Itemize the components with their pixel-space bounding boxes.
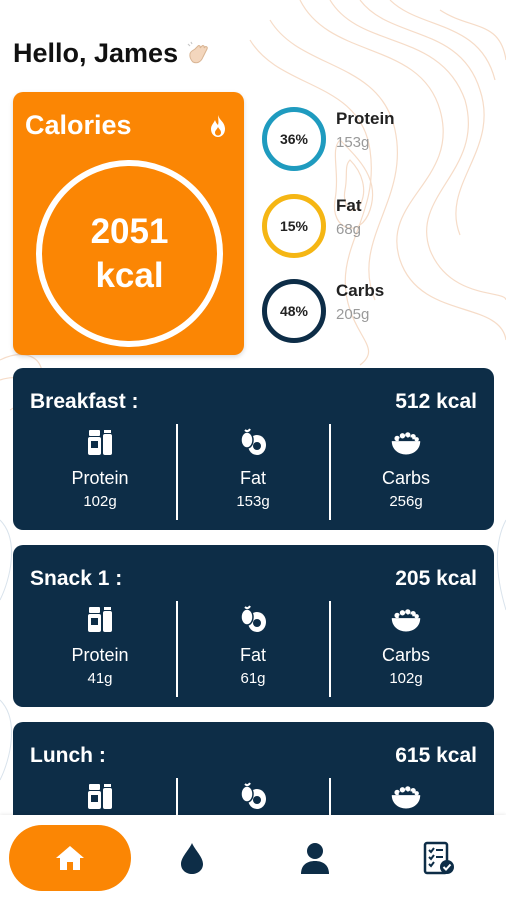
meal-title: Breakfast : <box>30 390 139 413</box>
meal-card-snack-1[interactable]: Snack 1 : 205 kcal Protein 41g Fat 61g <box>13 545 494 707</box>
carbs-label: Carbs <box>381 645 430 665</box>
meal-title: Snack 1 : <box>30 567 123 590</box>
carbs-value: 256g <box>389 493 423 510</box>
macro-protein: 36% Protein 153g <box>262 107 492 171</box>
nav-profile-button[interactable] <box>290 833 340 883</box>
nav-checklist-button[interactable] <box>413 833 463 883</box>
avocado-icon <box>240 428 266 455</box>
greeting: Hello, James <box>13 38 212 69</box>
fat-value: 153g <box>236 493 270 510</box>
fat-amount: 68g <box>336 221 362 238</box>
calories-card[interactable]: Calories 2051 kcal <box>13 92 244 355</box>
carbs-amount: 205g <box>336 306 370 323</box>
calories-unit: kcal <box>95 255 164 295</box>
protein-label: Protein <box>336 109 395 128</box>
checklist-icon <box>423 841 454 875</box>
home-icon <box>56 846 84 870</box>
meal-kcal: 512 kcal <box>395 390 477 413</box>
nav-home-button[interactable] <box>9 825 131 891</box>
grain-bowl-icon <box>391 786 421 809</box>
divider <box>329 424 331 520</box>
meal-kcal: 205 kcal <box>395 567 477 590</box>
calories-ring: 2051 kcal <box>36 160 223 347</box>
protein-shake-icon <box>88 430 112 455</box>
bottom-nav <box>0 815 506 900</box>
meal-carbs: Carbs 102g <box>326 603 486 703</box>
meal-kcal: 615 kcal <box>395 744 477 767</box>
divider <box>176 601 178 697</box>
meal-carbs <box>326 780 486 880</box>
meal-protein <box>20 780 180 880</box>
carbs-percent-ring: 48% <box>262 279 326 343</box>
water-drop-icon <box>181 843 203 874</box>
protein-percent-ring: 36% <box>262 107 326 171</box>
fire-icon <box>211 115 225 137</box>
meal-protein: Protein 41g <box>20 603 180 703</box>
fat-percent-ring: 15% <box>262 194 326 258</box>
avocado-icon <box>240 782 266 809</box>
meal-carbs: Carbs 256g <box>326 426 486 526</box>
grain-bowl-icon <box>391 609 421 632</box>
grain-bowl-icon <box>391 432 421 455</box>
protein-shake-icon <box>88 784 112 809</box>
meal-fat: Fat 153g <box>173 426 333 526</box>
nav-water-button[interactable] <box>167 833 217 883</box>
protein-amount: 153g <box>336 134 370 151</box>
meal-fat <box>173 780 333 880</box>
avocado-icon <box>240 605 266 632</box>
meal-title: Lunch : <box>30 744 106 767</box>
carbs-label: Carbs <box>381 468 430 488</box>
protein-label: Protein <box>71 468 129 488</box>
fat-label: Fat <box>239 645 266 665</box>
meal-card-breakfast[interactable]: Breakfast : 512 kcal Protein 102g Fat 15… <box>13 368 494 530</box>
macro-fat: 15% Fat 68g <box>262 194 492 258</box>
protein-value: 102g <box>83 493 117 510</box>
waving-hand-icon <box>187 41 208 63</box>
divider <box>329 601 331 697</box>
fat-value: 61g <box>240 670 266 687</box>
carbs-value: 102g <box>389 670 423 687</box>
divider <box>176 424 178 520</box>
fat-label: Fat <box>336 196 362 215</box>
macro-carbs: 48% Carbs 205g <box>262 279 492 343</box>
fat-label: Fat <box>239 468 266 488</box>
carbs-label: Carbs <box>336 281 385 300</box>
protein-label: Protein <box>71 645 129 665</box>
profile-icon <box>301 843 329 874</box>
greeting-text: Hello, James <box>13 38 179 68</box>
meal-protein: Protein 102g <box>20 426 180 526</box>
protein-value: 41g <box>87 670 113 687</box>
calories-title: Calories <box>25 110 132 140</box>
protein-shake-icon <box>88 607 112 632</box>
calories-value: 2051 <box>90 211 169 251</box>
meal-fat: Fat 61g <box>173 603 333 703</box>
